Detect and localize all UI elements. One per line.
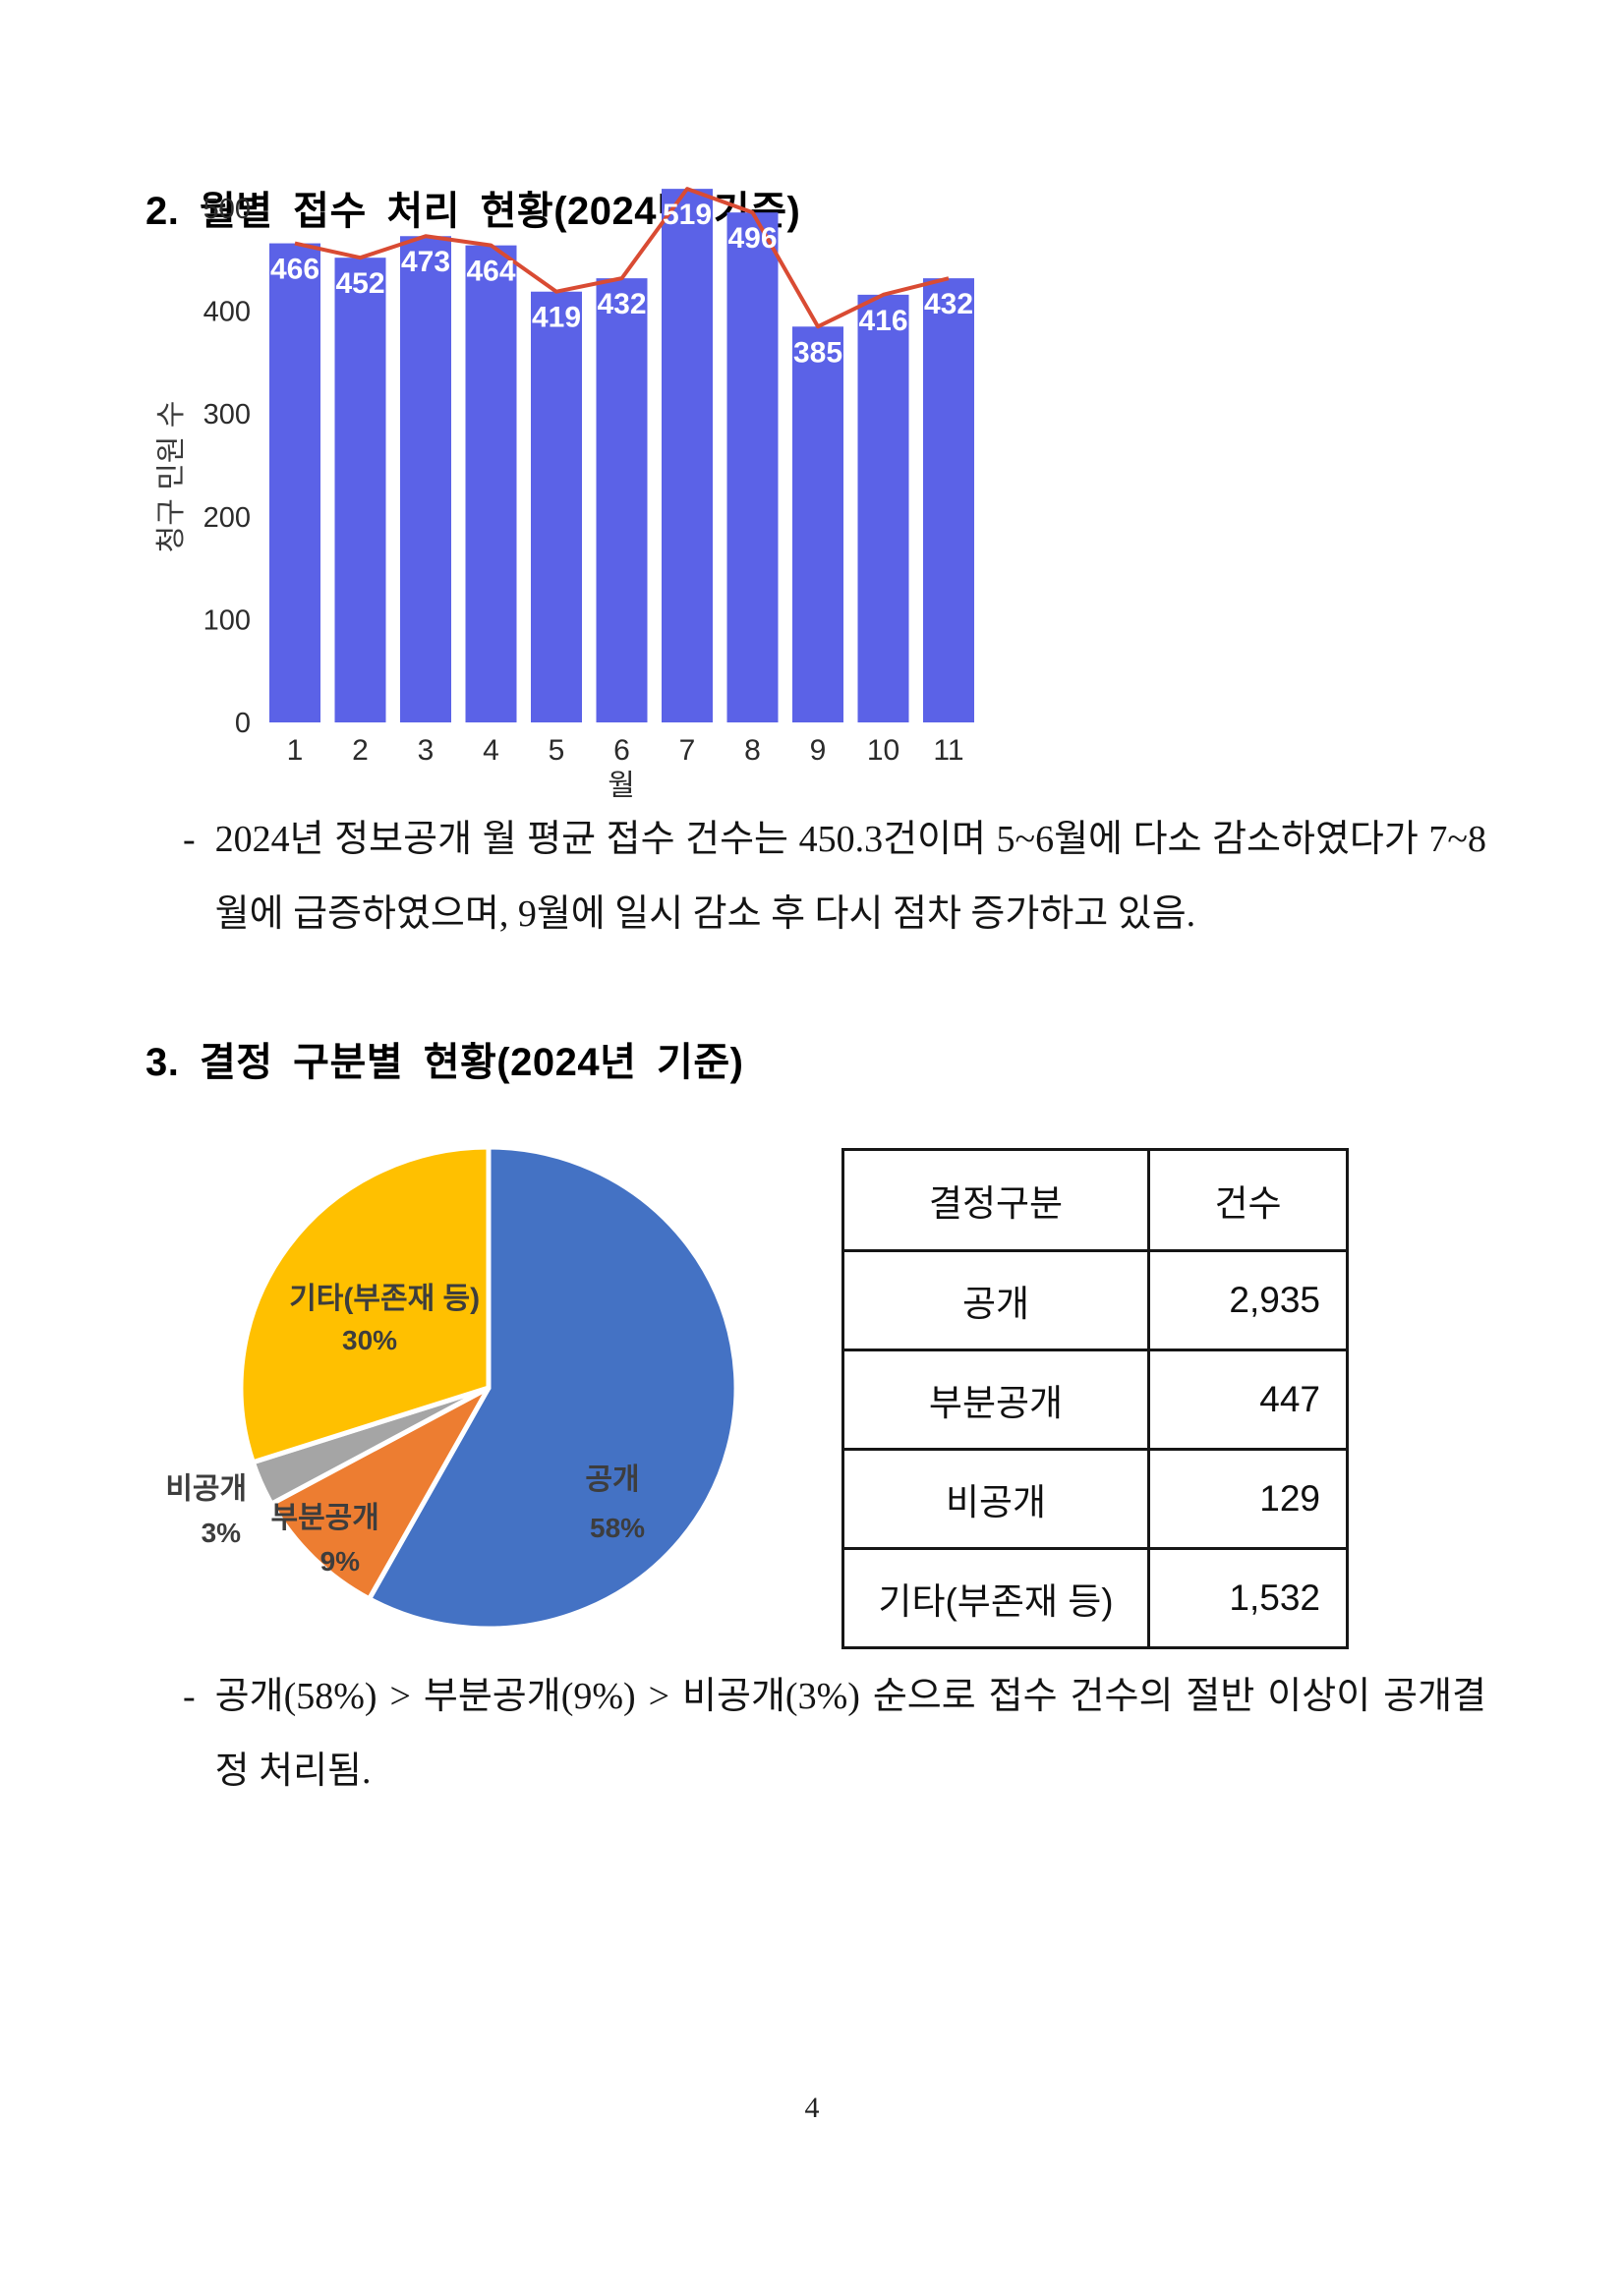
bar xyxy=(269,243,320,722)
bar xyxy=(792,326,843,722)
table-row: 기타(부존재 등) 1,532 xyxy=(841,1547,1349,1649)
x-axis-title: 월 xyxy=(608,770,635,799)
y-tick-label: 100 xyxy=(203,604,251,636)
bar xyxy=(857,294,909,722)
pie-slice-label: 공개 xyxy=(585,1464,639,1496)
table-cell-category: 공개 xyxy=(841,1249,1150,1351)
x-tick-label: 1 xyxy=(287,734,304,767)
bar xyxy=(662,189,713,723)
bar-value-label: 519 xyxy=(663,199,712,231)
table-cell-count: 447 xyxy=(1147,1349,1349,1451)
x-tick-label: 10 xyxy=(867,734,899,767)
pie-slice-percent: 9% xyxy=(320,1546,361,1577)
section-3-heading: 3. 결정 구분별 현황(2024년 기준) xyxy=(145,1041,744,1084)
pie-slice-percent: 30% xyxy=(342,1325,397,1355)
y-tick-label: 300 xyxy=(203,399,251,430)
x-tick-label: 11 xyxy=(933,734,963,767)
pie-slice-percent: 58% xyxy=(590,1513,645,1543)
x-tick-label: 8 xyxy=(744,734,761,767)
bar xyxy=(726,212,779,722)
bar-value-label: 496 xyxy=(727,222,777,255)
bar-value-label: 464 xyxy=(466,256,515,288)
section-3-paragraph: - 공개(58%) > 부분공개(9%) > 비공개(3%) 순으로 접수 건수… xyxy=(183,1659,1486,1808)
bar-value-label: 452 xyxy=(335,267,384,300)
x-tick-label: 5 xyxy=(549,734,565,767)
table-cell-category: 부분공개 xyxy=(841,1349,1150,1451)
bar xyxy=(334,258,386,722)
bar xyxy=(596,278,648,722)
trend-line xyxy=(294,187,950,329)
x-tick-label: 3 xyxy=(418,734,435,767)
table-header-category: 결정구분 xyxy=(841,1148,1150,1252)
y-tick-label: 400 xyxy=(203,297,251,328)
table-cell-category: 비공개 xyxy=(841,1448,1150,1550)
bar-value-label: 466 xyxy=(270,254,319,286)
x-tick-label: 2 xyxy=(352,734,369,767)
bullet-dash: - xyxy=(183,1676,196,1717)
table-row: 비공개 129 xyxy=(841,1448,1349,1550)
table-row: 공개 2,935 xyxy=(841,1249,1349,1351)
pie-slice-label: 기타(부존재 등) xyxy=(289,1283,480,1315)
bar xyxy=(531,291,582,722)
table-cell-count: 2,935 xyxy=(1147,1249,1349,1351)
bar-value-label: 419 xyxy=(532,302,581,334)
table-header-count: 건수 xyxy=(1147,1148,1349,1252)
pie-slice-percent: 3% xyxy=(202,1518,242,1548)
x-tick-label: 9 xyxy=(810,734,827,767)
paragraph-text: 2024년 정보공개 월 평균 접수 건수는 450.3건이며 5~6월에 다소… xyxy=(214,819,1486,935)
bullet-dash: - xyxy=(183,819,196,860)
table-cell-count: 129 xyxy=(1147,1448,1349,1550)
bar-value-label: 416 xyxy=(858,305,907,337)
pie-slice xyxy=(238,1144,492,1465)
pie-slice-label: 부분공개 xyxy=(270,1502,378,1534)
bar xyxy=(400,236,451,722)
x-tick-label: 7 xyxy=(679,734,696,767)
y-tick-label: 200 xyxy=(203,502,251,534)
monthly-bar-chart: 0 100 200 300 400 500 청구 민원 수 1 2 3 4 5 6 7 8 9 10 11 466 4… xyxy=(155,187,974,799)
pie-slice-label: 비공개 xyxy=(167,1473,247,1506)
page-number: 4 xyxy=(804,2092,820,2124)
bar-value-label: 473 xyxy=(401,246,450,278)
y-tick-label: 0 xyxy=(235,708,251,739)
bar xyxy=(923,278,974,722)
x-tick-label: 6 xyxy=(613,734,630,767)
section-2-paragraph: - 2024년 정보공개 월 평균 접수 건수는 450.3건이며 5~6월에 … xyxy=(183,802,1486,951)
decision-pie-chart: 공개 58% 부분공개 9% 비공개 3% 기타(부존재 등) 30% xyxy=(167,1144,739,1632)
decision-table: 결정구분 건수 공개 2,935 부분공개 447 비공개 129 기타(부존재… xyxy=(841,1148,1349,1649)
y-axis-title: 청구 민원 수 xyxy=(155,401,188,553)
pie-slice xyxy=(268,1385,492,1602)
table-cell-count: 1,532 xyxy=(1147,1547,1349,1649)
table-row: 부분공개 447 xyxy=(841,1349,1349,1451)
table-header-row: 결정구분 건수 xyxy=(841,1148,1349,1252)
y-tick-label: 500 xyxy=(203,194,251,225)
x-tick-label: 4 xyxy=(483,734,499,767)
bar-value-label: 432 xyxy=(924,288,973,320)
bar-value-label: 385 xyxy=(793,336,842,369)
table-cell-category: 기타(부존재 등) xyxy=(841,1547,1150,1649)
bar xyxy=(465,245,517,722)
bar-value-label: 432 xyxy=(597,288,646,320)
paragraph-text: 공개(58%) > 부분공개(9%) > 비공개(3%) 순으로 접수 건수의 … xyxy=(214,1676,1486,1792)
pie-slice xyxy=(367,1144,739,1632)
